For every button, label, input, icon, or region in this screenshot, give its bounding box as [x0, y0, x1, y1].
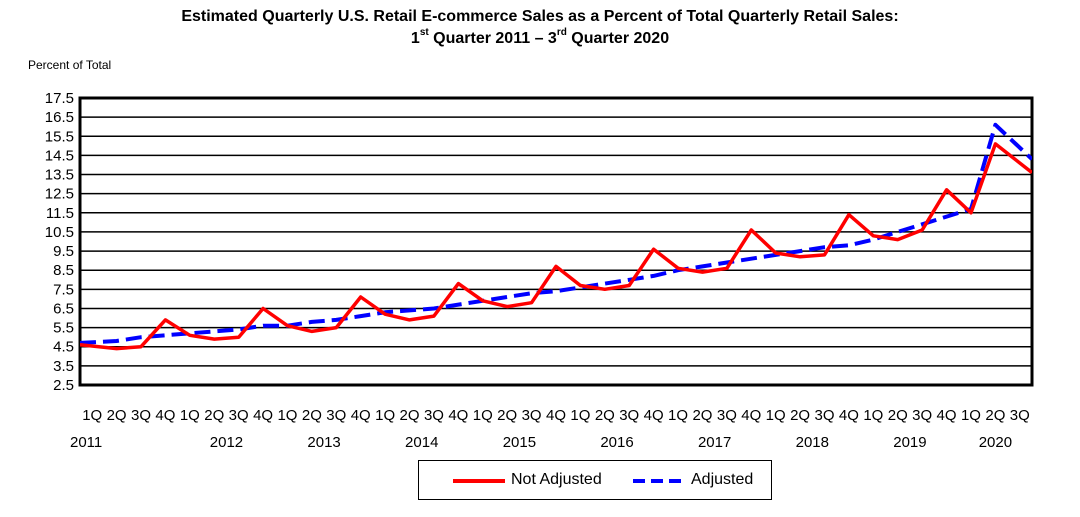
year-label: 2020: [979, 434, 1012, 451]
year-label: 2011: [70, 434, 102, 451]
legend-swatch-adjusted: [633, 479, 685, 483]
x-tick-label: 3Q: [424, 407, 444, 424]
x-tick-label: 1Q: [277, 407, 297, 424]
x-tick-label: 1Q: [375, 407, 395, 424]
year-label: 2016: [600, 434, 633, 451]
x-tick-label: 1Q: [668, 407, 688, 424]
y-tick-label: 2.5: [53, 377, 74, 394]
legend: Not Adjusted Adjusted: [418, 460, 772, 500]
x-tick-label: 2Q: [204, 407, 224, 424]
year-label: 2015: [503, 434, 536, 451]
x-tick-label: 1Q: [961, 407, 981, 424]
y-tick-label: 3.5: [53, 358, 74, 375]
y-tick-label: 10.5: [45, 224, 74, 241]
y-tick-label: 4.5: [53, 339, 74, 356]
x-tick-label: 1Q: [863, 407, 883, 424]
year-label: 2017: [698, 434, 731, 451]
y-tick-label: 8.5: [53, 262, 74, 279]
x-tick-label: 3Q: [912, 407, 932, 424]
y-tick-label: 6.5: [53, 300, 74, 317]
plot-frame: [78, 96, 1034, 387]
y-tick-label: 5.5: [53, 320, 74, 337]
x-tick-label: 4Q: [155, 407, 175, 424]
chart-title: Estimated Quarterly U.S. Retail E-commer…: [0, 6, 1080, 50]
y-tick-label: 17.5: [45, 90, 74, 107]
chart-title-line1: Estimated Quarterly U.S. Retail E-commer…: [181, 8, 899, 25]
x-tick-label: 4Q: [937, 407, 957, 424]
series-line-adjusted: [80, 122, 1032, 345]
x-tick-label: 3Q: [815, 407, 835, 424]
x-tick-label: 1Q: [180, 407, 200, 424]
y-tick-label: 12.5: [45, 186, 74, 203]
y-tick-label: 9.5: [53, 243, 74, 260]
y-axis-label: Percent of Total: [28, 58, 112, 72]
x-tick-label: 1Q: [570, 407, 590, 424]
y-tick-label: 13.5: [45, 167, 74, 184]
x-tick-label: 2Q: [497, 407, 517, 424]
x-tick-label: 3Q: [131, 407, 151, 424]
year-label: 2014: [405, 434, 438, 451]
x-tick-label: 2Q: [107, 407, 127, 424]
year-label: 2013: [307, 434, 340, 451]
x-tick-label: 2Q: [595, 407, 615, 424]
chart-title-line2: 1st Quarter 2011 – 3rd Quarter 2020: [410, 26, 670, 47]
x-tick-label: 2Q: [985, 407, 1005, 424]
x-tick-label: 3Q: [229, 407, 249, 424]
year-label: 2019: [893, 434, 926, 451]
x-tick-label: 3Q: [522, 407, 542, 424]
year-label: 2018: [796, 434, 829, 451]
x-tick-label: 4Q: [741, 407, 761, 424]
x-tick-label: 3Q: [1010, 407, 1030, 424]
series-line-not-adjusted: [80, 142, 1032, 351]
x-tick-label: 4Q: [546, 407, 566, 424]
x-tick-label: 4Q: [448, 407, 468, 424]
legend-label-adjusted: Adjusted: [691, 471, 754, 488]
x-tick-label: 2Q: [692, 407, 712, 424]
x-tick-label: 1Q: [82, 407, 102, 424]
y-tick-label: 15.5: [45, 128, 74, 145]
x-tick-label: 2Q: [790, 407, 810, 424]
legend-swatch-not-adjusted: [453, 479, 505, 483]
x-tick-label: 4Q: [839, 407, 859, 424]
year-label: 2012: [210, 434, 243, 451]
y-tick-label: 14.5: [45, 147, 74, 164]
x-tick-label: 2Q: [302, 407, 322, 424]
x-tick-label: 2Q: [888, 407, 908, 424]
x-tick-label: 3Q: [326, 407, 346, 424]
x-tick-label: 4Q: [351, 407, 371, 424]
y-tick-label: 16.5: [45, 109, 74, 126]
x-tick-label: 4Q: [644, 407, 664, 424]
x-tick-label: 1Q: [473, 407, 493, 424]
x-tick-label: 3Q: [717, 407, 737, 424]
y-tick-label: 7.5: [53, 281, 74, 298]
x-tick-label: 2Q: [400, 407, 420, 424]
y-tick-label: 11.5: [46, 205, 74, 222]
x-tick-label: 4Q: [253, 407, 273, 424]
x-tick-label: 1Q: [766, 407, 786, 424]
x-tick-label: 3Q: [619, 407, 639, 424]
legend-label-not-adjusted: Not Adjusted: [511, 471, 602, 488]
